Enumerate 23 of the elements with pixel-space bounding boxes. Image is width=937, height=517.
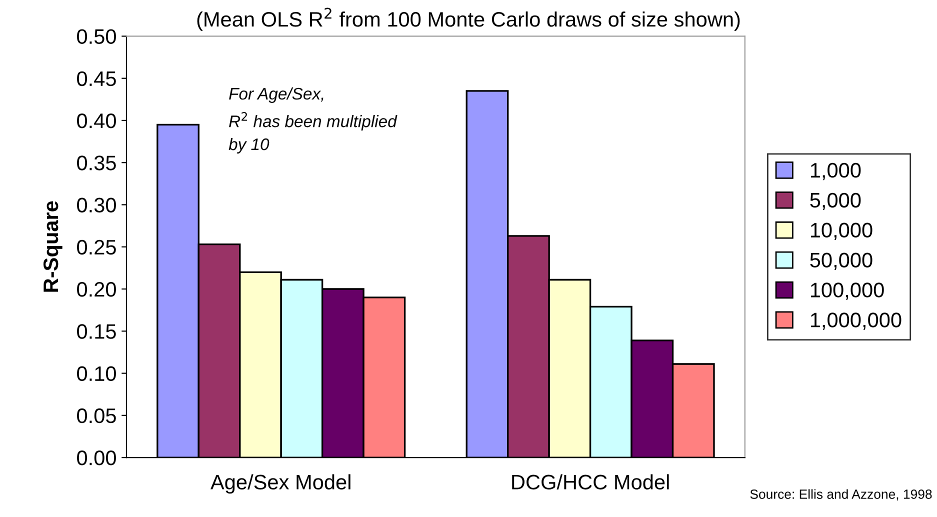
y-tick-label: 0.00 [77,450,116,466]
annotation: For Age/Sex, R$^{2}$ has been multiplied by 10 [228,87,398,154]
legend-label: 100,000 [810,282,884,300]
x-tick-label: DCG/HCC Model [512,474,669,490]
x-tick-label: Age/Sex Model [210,474,350,494]
y-tick-label: 0.50 [77,29,116,44]
y-tick-label: 0.40 [77,113,116,128]
y-tick-label: 0.25 [77,240,116,255]
y-tick-label: 0.05 [77,408,116,424]
y-tick-label: 0.30 [77,198,116,212]
y-tick-label: 0.35 [77,156,116,170]
source-note: Source: Ellis and Azzone, 1998 [750,489,932,500]
legend-label: 1,000,000 [810,312,902,330]
legend-label: 10,000 [810,222,872,240]
legend-label: 1,000 [810,162,861,180]
y-axis-title: R-Square [43,201,62,292]
legend-label: 5,000 [810,192,861,210]
legend-label: 50,000 [810,252,872,270]
y-tick-label: 0.45 [77,71,116,86]
y-tick-label: 0.15 [77,324,116,339]
y-tick-label: 0.20 [77,282,116,297]
chart-title: (Mean OLS R$^{2}$ from 100 Monte Carlo draws of size shown) [197,8,740,31]
y-tick-label: 0.10 [77,366,116,382]
